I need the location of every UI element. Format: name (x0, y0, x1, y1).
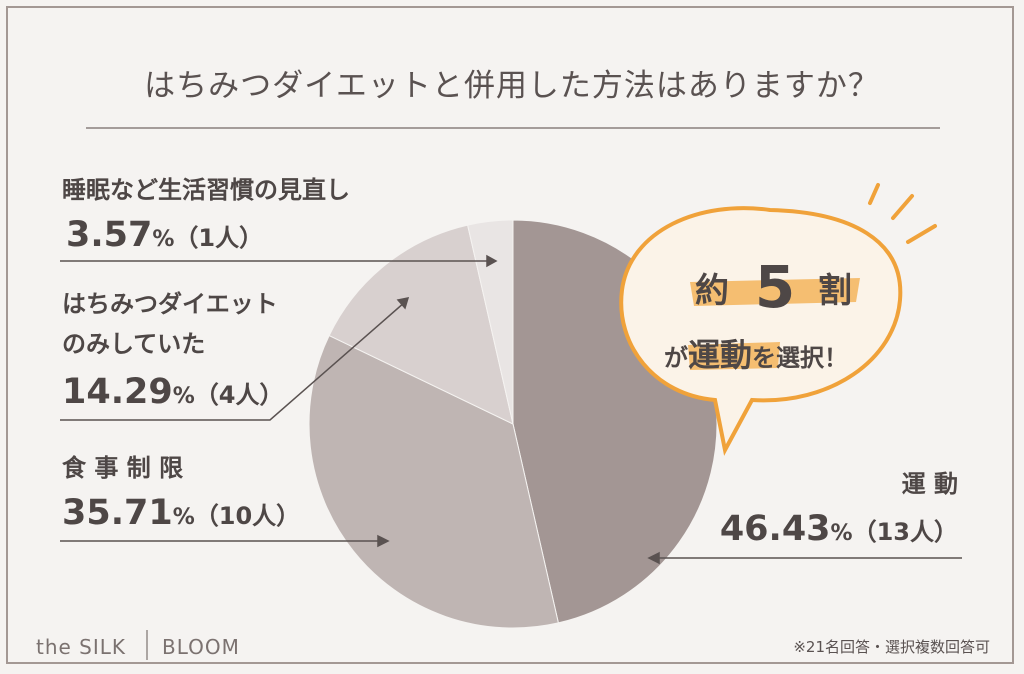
label-sleep-name: 睡眠など生活習慣の見直し (62, 176, 350, 204)
leader-lines (60, 254, 962, 565)
callout-number: 5 (755, 253, 795, 321)
label-diet: 食 事 制 限 35.71%（10人） (62, 454, 300, 533)
label-exercise-value: 46.43%（13人） (720, 509, 958, 549)
label-diet-name: 食 事 制 限 (62, 454, 183, 482)
pie-slice-sleep (467, 219, 514, 425)
callout-highlight-top (690, 278, 860, 306)
label-honey-name-2: のみしていた (62, 330, 205, 358)
callout-burst-icon (868, 183, 937, 244)
pie-slice-honey (328, 224, 514, 425)
leader-arrow-diet (377, 534, 390, 548)
leader-arrow-sleep (486, 254, 498, 268)
brand-right: BLOOM (162, 635, 240, 659)
callout-prefix: 約 (695, 271, 729, 311)
label-diet-value: 35.71%（10人） (62, 493, 300, 533)
label-sleep-value: 3.57%（1人） (66, 215, 263, 255)
callout-highlight-bottom (688, 342, 780, 370)
chart-title: はちみつダイエットと併用した方法はありますか？ (144, 68, 880, 104)
callout-bubble: 約 5 割 が運動を選択！ (619, 183, 937, 456)
leader-arrow-honey (396, 297, 410, 310)
label-honey: はちみつダイエット のみしていた 14.29%（4人） (62, 290, 283, 412)
footnote: ※21名回答・選択複数回答可 (793, 638, 990, 656)
leader-arrow-exercise (647, 551, 660, 565)
callout-sub: が運動を選択！ (664, 336, 848, 374)
brand-left: the SILK (36, 635, 126, 659)
leader-line-honey (60, 301, 406, 421)
pie-slice-diet (308, 334, 559, 629)
label-honey-name-1: はちみつダイエット (62, 290, 278, 318)
label-exercise-name: 運 動 (902, 470, 958, 498)
callout-suffix: 割 (818, 271, 852, 311)
label-exercise: 運 動 46.43%（13人） (720, 470, 958, 549)
label-sleep: 睡眠など生活習慣の見直し 3.57%（1人） (62, 176, 350, 255)
label-honey-value: 14.29%（4人） (62, 372, 283, 412)
callout-bubble-shape (619, 206, 903, 456)
chart-frame (6, 6, 1014, 664)
